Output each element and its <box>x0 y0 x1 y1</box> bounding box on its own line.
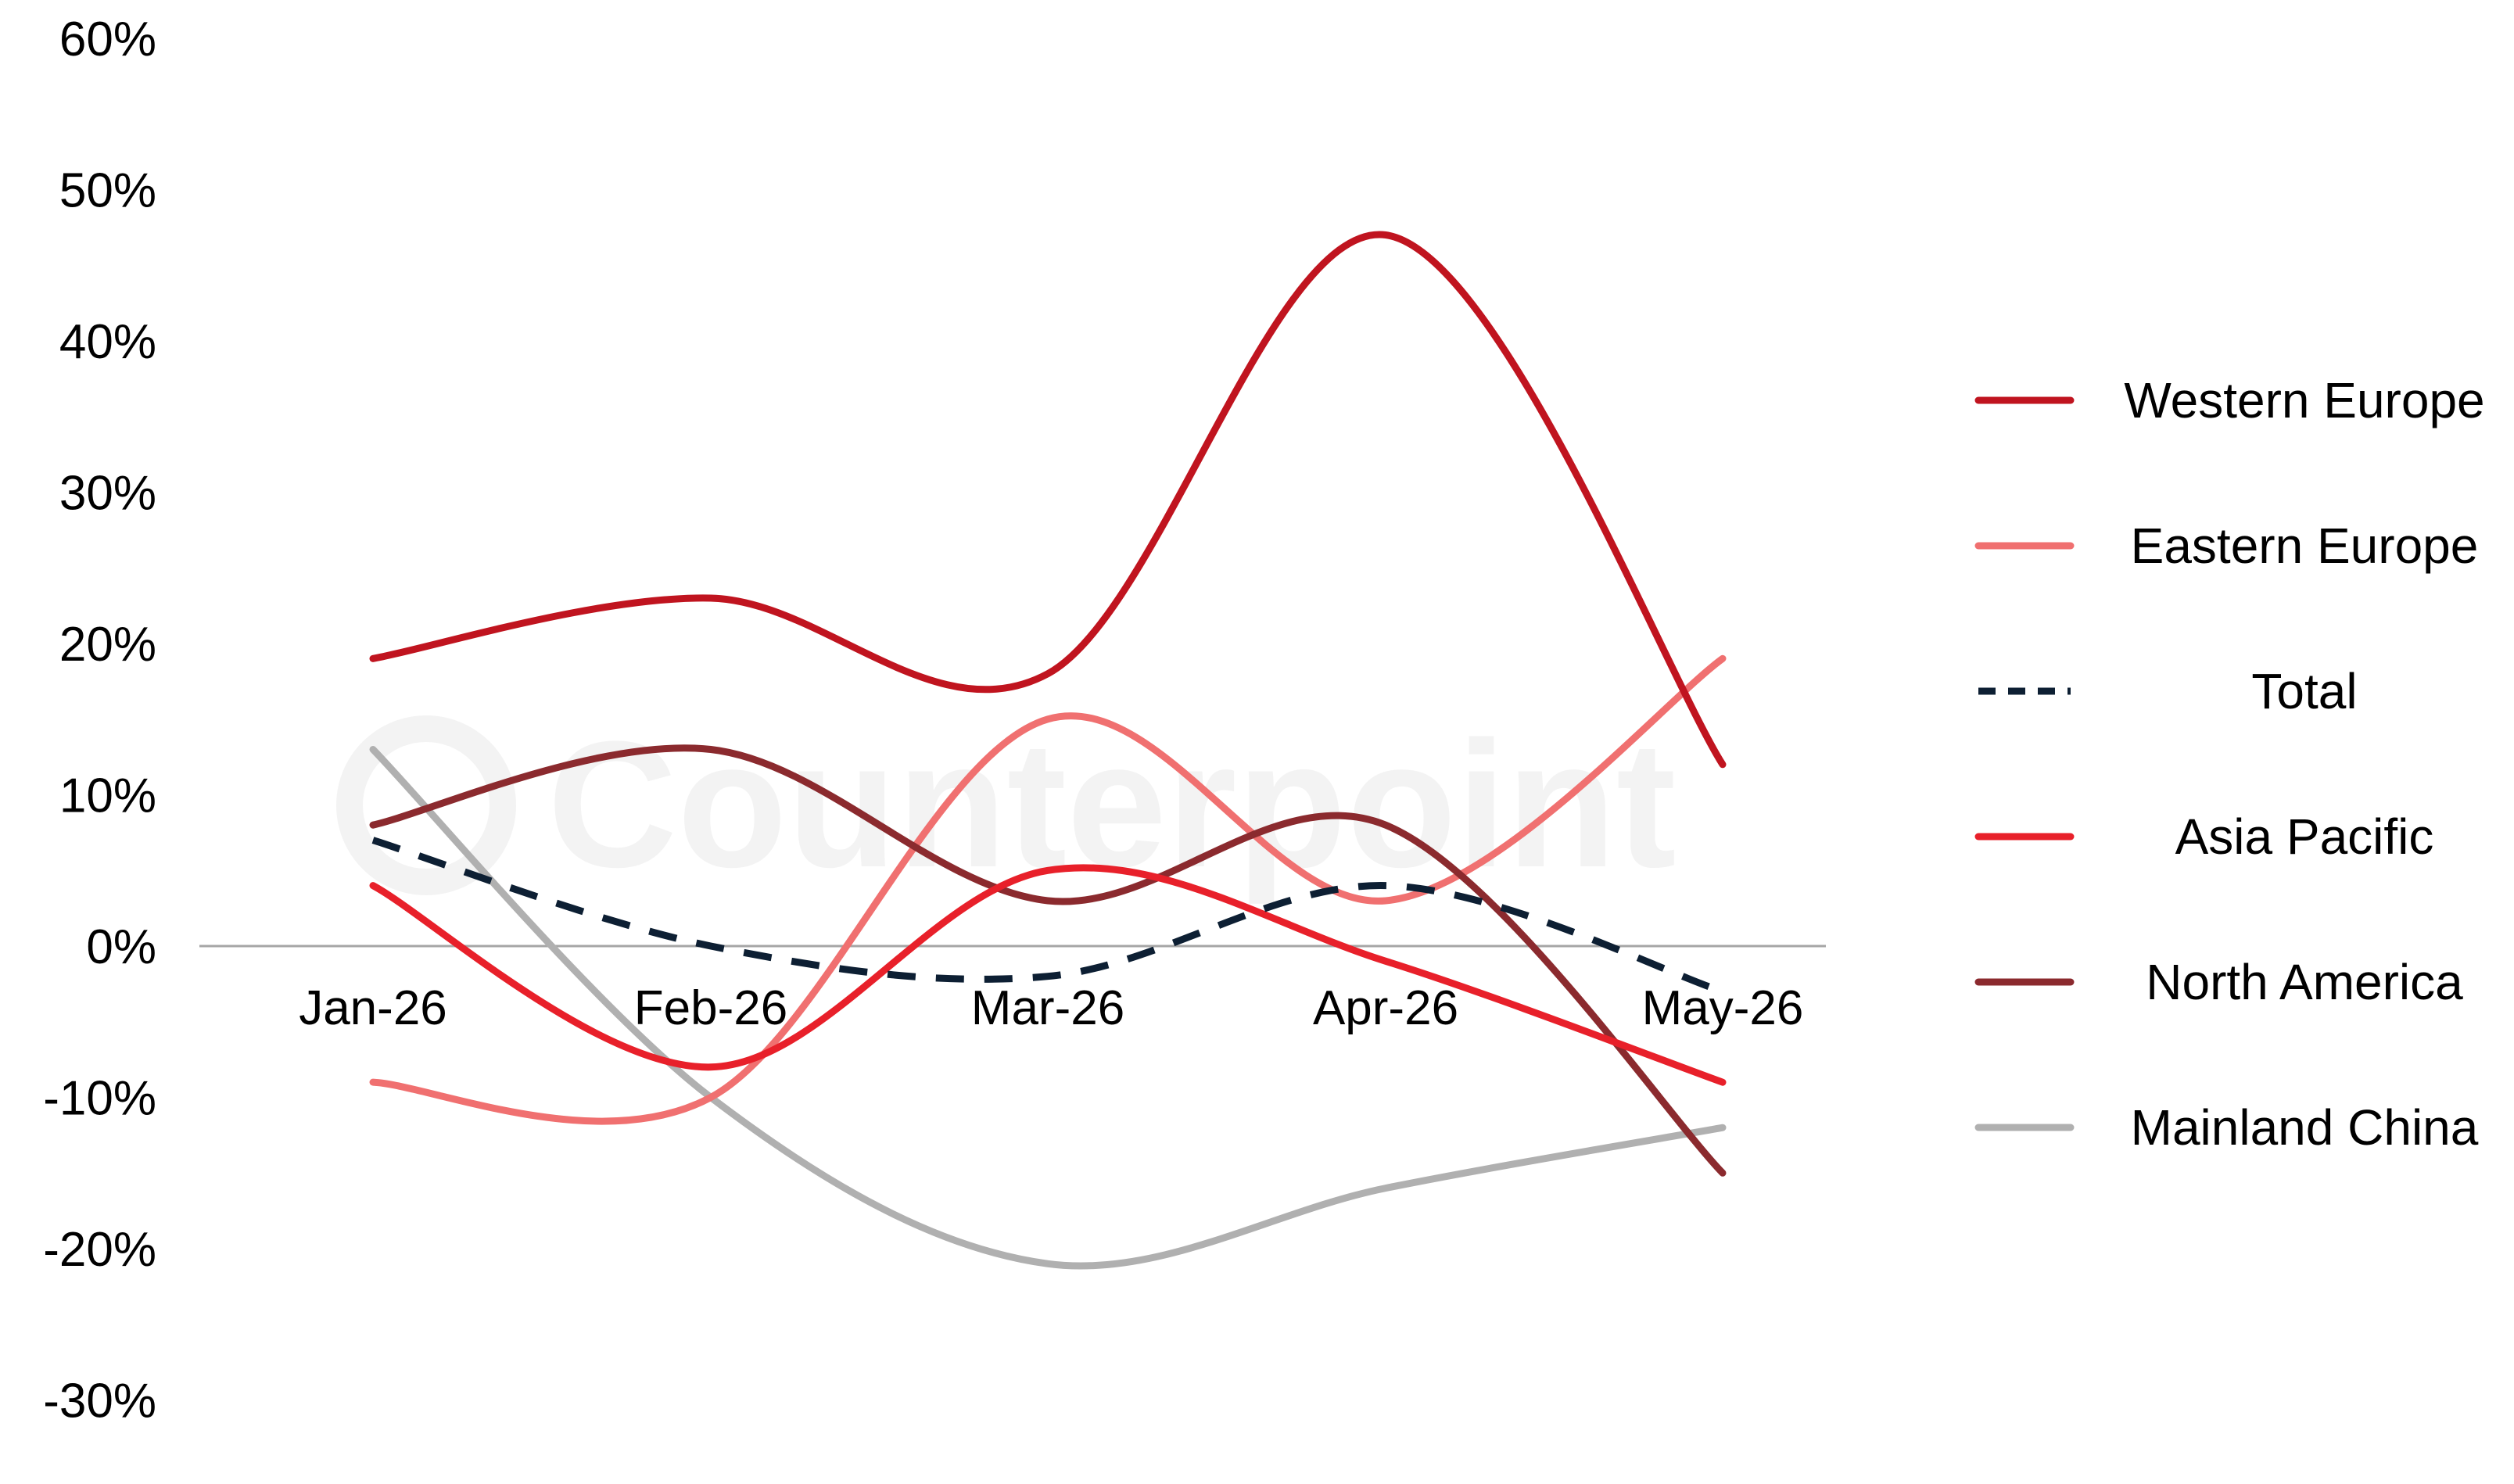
legend-label: Mainland China <box>2131 1099 2479 1156</box>
legend-item-eastern-europe: Eastern Europe <box>1974 518 2479 574</box>
y-tick-label: 60% <box>59 13 156 66</box>
axes: 60% 50% 40% 30% 20% 10% 0% -10% -20% -30% Jan-26 Fe… <box>43 13 1826 1428</box>
x-tick-label: May-26 <box>1642 981 1804 1035</box>
legend: Western Europe Eastern Europe Total Asia Pa… <box>1974 372 2485 1156</box>
x-tick-label: Mar-26 <box>971 981 1124 1035</box>
watermark-logo-icon <box>336 715 516 895</box>
y-tick-label: 10% <box>59 769 156 823</box>
series-line-mainland-china <box>369 745 1727 1270</box>
legend-label: Total <box>2251 663 2357 719</box>
y-tick-label: -30% <box>43 1375 156 1428</box>
series-line-western-europe <box>369 231 1727 769</box>
y-tick-label: 50% <box>59 164 156 218</box>
y-tick-label: 20% <box>59 618 156 672</box>
y-tick-label: 40% <box>59 315 156 369</box>
x-tick-label: Feb-26 <box>634 981 787 1035</box>
legend-item-total: Total <box>1978 663 2358 719</box>
legend-item-asia-pacific: Asia Pacific <box>1974 808 2434 865</box>
watermark-text: Counterpoint <box>547 704 1677 905</box>
legend-label: Western Europe <box>2124 372 2484 428</box>
y-tick-label: 0% <box>86 920 156 974</box>
legend-label: North America <box>2146 954 2463 1010</box>
legend-item-mainland-china: Mainland China <box>1974 1099 2479 1156</box>
x-tick-label: Apr-26 <box>1313 981 1458 1035</box>
y-tick-label: -10% <box>43 1072 156 1126</box>
series-line-asia-pacific <box>369 864 1727 1086</box>
legend-item-western-europe: Western Europe <box>1974 372 2485 428</box>
series-line-total <box>371 837 1724 995</box>
y-tick-label: -20% <box>43 1223 156 1277</box>
legend-label: Eastern Europe <box>2131 518 2479 574</box>
legend-item-north-america: North America <box>1974 954 2463 1010</box>
series-lines <box>369 231 1727 1270</box>
x-tick-label: Jan-26 <box>299 981 447 1035</box>
legend-label: Asia Pacific <box>2175 808 2434 865</box>
series-line-north-america <box>369 744 1727 1177</box>
series-line-eastern-europe <box>369 654 1727 1125</box>
y-tick-label: 30% <box>59 467 156 521</box>
